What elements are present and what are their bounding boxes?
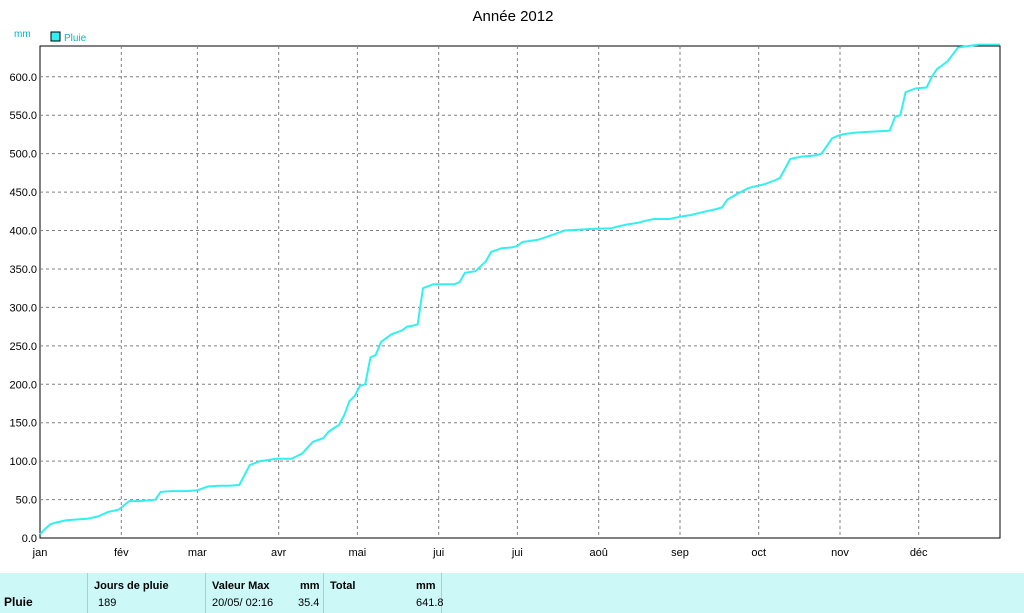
x-axis: jan fév mar avr mai jui jui aoû sep oct nov déc (32, 547, 928, 559)
jours-header: Jours de pluie (94, 580, 169, 592)
legend-label: Pluie (64, 33, 87, 44)
x-tick-label: sep (671, 547, 689, 559)
x-tick-label: avr (271, 547, 287, 559)
y-tick-label: 100.0 (9, 456, 37, 468)
y-tick-label: 50.0 (16, 495, 37, 507)
total-value: 641.8 (416, 597, 444, 609)
summary-table: Pluie Jours de pluie 189 Valeur Max mm 2… (0, 573, 1024, 613)
y-tick-label: 600.0 (9, 72, 37, 84)
x-tick-label: jui (511, 547, 523, 559)
x-tick-label: aoû (590, 547, 608, 559)
x-tick-label: jui (432, 547, 444, 559)
vmax-value: 35.4 (298, 597, 320, 609)
jours-value: 189 (98, 597, 117, 609)
vmax-unit: mm (300, 580, 320, 592)
y-axis-unit: mm (14, 29, 31, 40)
y-axis: 0.0 50.0 100.0 150.0 200.0 250.0 300.0 350.0 400… (9, 72, 37, 545)
y-tick-label: 350.0 (9, 264, 37, 276)
rain-chart: Année 2012 mm Pluie 0.0 50.0 100.0 150.0 200… (9, 8, 1001, 559)
x-tick-label: mai (349, 547, 367, 559)
grid (40, 46, 1000, 538)
y-tick-label: 0.0 (22, 533, 37, 545)
x-tick-label: oct (751, 547, 766, 559)
summary-vmax-cell: Valeur Max mm 20/05/ 02:16 35.4 (206, 573, 324, 613)
y-tick-label: 500.0 (9, 149, 37, 161)
vmax-header: Valeur Max (212, 580, 270, 592)
vmax-date: 20/05/ 02:16 (212, 597, 274, 609)
summary-total-cell: Total mm 641.8 (324, 573, 444, 613)
summary-row-label: Pluie (4, 595, 33, 609)
x-tick-label: fév (114, 547, 129, 559)
y-tick-label: 200.0 (9, 379, 37, 391)
y-tick-label: 550.0 (9, 110, 37, 122)
total-unit: mm (416, 580, 436, 592)
y-tick-label: 250.0 (9, 341, 37, 353)
y-tick-label: 450.0 (9, 187, 37, 199)
x-tick-label: jan (32, 547, 48, 559)
summary-row-label-cell: Pluie (0, 573, 88, 613)
chart-title: Année 2012 (473, 8, 554, 25)
legend-swatch (50, 31, 61, 42)
series-line-pluie (39, 43, 1000, 535)
x-tick-label: mar (188, 547, 207, 559)
y-tick-label: 150.0 (9, 418, 37, 430)
total-header: Total (330, 580, 356, 592)
plot-area (39, 45, 1001, 539)
summary-jours-cell: Jours de pluie 189 (88, 573, 206, 613)
y-tick-label: 400.0 (9, 226, 37, 238)
y-tick-label: 300.0 (9, 302, 37, 314)
x-tick-label: déc (910, 547, 928, 559)
x-tick-label: nov (831, 547, 849, 559)
